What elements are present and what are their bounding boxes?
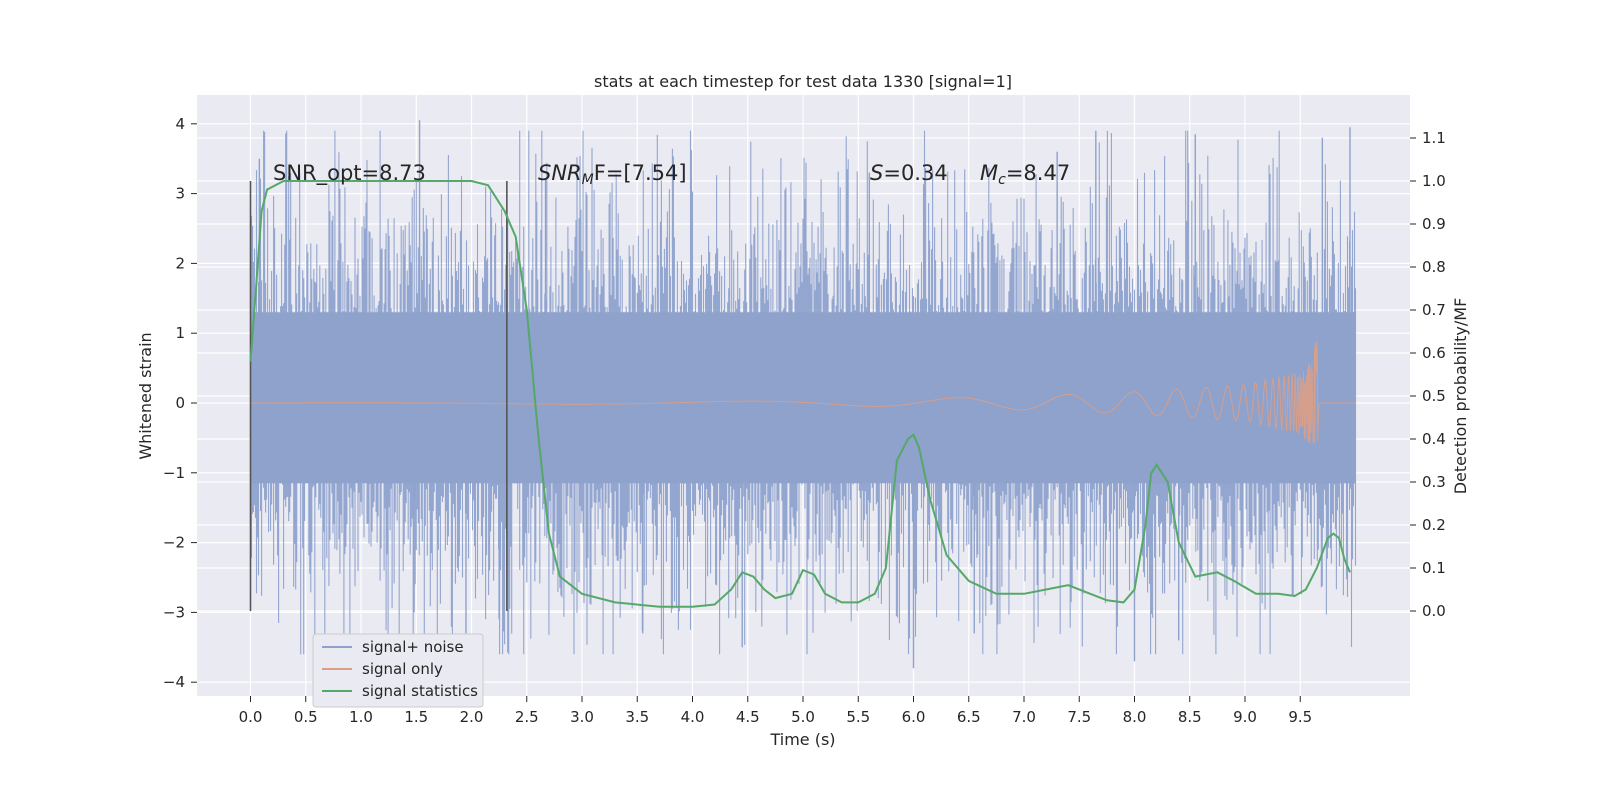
y-tick-label: 2: [175, 254, 185, 272]
chart-title: stats at each timestep for test data 133…: [594, 72, 1012, 91]
noise-core-band: [250, 312, 1356, 484]
annotation-mc: Mc=8.47: [980, 161, 1070, 188]
y2-tick-label: 0.5: [1422, 387, 1446, 405]
x-tick-label: 9.5: [1288, 708, 1312, 726]
x-tick-label: 6.0: [902, 708, 926, 726]
x-tick-label: 8.0: [1123, 708, 1147, 726]
s-label: S: [870, 161, 883, 185]
y2-tick-label: 1.1: [1422, 129, 1446, 147]
x-tick-label: 8.5: [1178, 708, 1202, 726]
vertical-markers: [249, 181, 508, 611]
mc-subscript: c: [998, 172, 1006, 188]
x-tick-label: 4.0: [681, 708, 705, 726]
y2-tick-label: 1.0: [1422, 172, 1446, 190]
x-tick-label: 7.0: [1012, 708, 1036, 726]
y2-tick-label: 0.2: [1422, 516, 1446, 534]
y2-tick-label: 0.8: [1422, 258, 1446, 276]
y2-axis-ticks: 1.1 1.0 0.9 0.8 0.7 0.6 0.5 0.4 0.3 0.2 0.1 0.0: [1410, 129, 1446, 620]
y2-tick-label: 0.0: [1422, 602, 1446, 620]
x-tick-label: 1.0: [349, 708, 373, 726]
y-tick-label: 4: [175, 115, 185, 133]
snr-mf-subscript: M: [582, 172, 594, 188]
x-tick-label: 4.5: [736, 708, 760, 726]
y2-tick-label: 0.3: [1422, 473, 1446, 491]
x-tick-label: 2.5: [515, 708, 539, 726]
y-tick-label: −1: [163, 464, 185, 482]
x-tick-label: 5.5: [846, 708, 870, 726]
x-tick-label: 5.0: [791, 708, 815, 726]
signal-statistics-series: [249, 180, 1351, 608]
x-tick-label: 3.0: [570, 708, 594, 726]
legend: signal+ noise signal only signal statist…: [312, 633, 484, 708]
legend-label-stats: signal statistics: [362, 682, 478, 700]
x-tick-label: 7.5: [1067, 708, 1091, 726]
y2-axis-label: Detection probability/MF: [1451, 298, 1470, 495]
snr-mf-value: F=[7.54]: [594, 161, 687, 185]
legend-label-noise: signal+ noise: [362, 638, 464, 656]
x-tick-label: 6.5: [957, 708, 981, 726]
legend-box: [312, 633, 484, 708]
mc-value: =8.47: [1006, 161, 1070, 185]
y-tick-label: −4: [163, 673, 185, 691]
y-tick-label: 3: [175, 185, 185, 203]
x-axis-ticks: 0.0 0.5 1.0 1.5 2.0 2.5 3.0 3.5 4.0 4.5 5.0 5.5 6.0 6…: [239, 696, 1312, 726]
y-tick-label: −2: [163, 534, 185, 552]
annotation-s: S=0.34: [870, 161, 948, 185]
y2-tick-label: 0.1: [1422, 559, 1446, 577]
y2-tick-label: 0.6: [1422, 344, 1446, 362]
signal-chirp: [250, 340, 1356, 444]
x-tick-label: 0.5: [294, 708, 318, 726]
stats-line: [249, 180, 1351, 608]
y2-tick-label: 0.9: [1422, 215, 1446, 233]
y2-tick-label: 0.7: [1422, 301, 1446, 319]
y-axis-ticks: 4 3 2 1 0 −1 −2 −3 −4: [163, 115, 197, 691]
mc-label: M: [980, 161, 998, 185]
x-tick-label: 1.5: [404, 708, 428, 726]
y-axis-label: Whitened strain: [136, 332, 155, 459]
x-tick-label: 9.0: [1233, 708, 1257, 726]
signal-only-series: [250, 340, 1356, 444]
y-tick-label: 1: [175, 324, 185, 342]
annotation-snr-mf: SNRMF=[7.54]: [538, 161, 687, 188]
s-value: =0.34: [883, 161, 947, 185]
x-axis-label: Time (s): [769, 730, 835, 749]
annotation-snr-opt: SNR_opt=8.73: [273, 161, 426, 186]
x-tick-label: 0.0: [239, 708, 263, 726]
snr-mf-label: SNR: [538, 161, 582, 185]
x-tick-label: 2.0: [460, 708, 484, 726]
annotations: SNR_opt=8.73 SNRMF=[7.54] S=0.34 Mc=8.47: [273, 161, 1070, 188]
x-tick-label: 3.5: [625, 708, 649, 726]
signal-plus-noise-series: [249, 120, 1357, 669]
y-tick-label: −3: [163, 603, 185, 621]
y-tick-label: 0: [175, 394, 185, 412]
y2-tick-label: 0.4: [1422, 430, 1446, 448]
legend-label-signal: signal only: [362, 660, 443, 678]
